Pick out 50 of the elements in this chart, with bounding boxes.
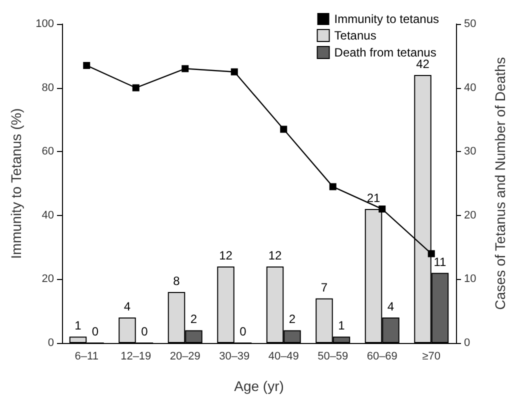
- data-label: 1: [338, 318, 346, 333]
- x-axis-title: Age (yr): [234, 378, 284, 394]
- x-tick-label: 50–59: [318, 350, 348, 362]
- data-label: 2: [190, 312, 198, 326]
- point: [83, 62, 90, 69]
- y-tick-label: 100: [36, 18, 54, 30]
- y-tick-label: 20: [42, 273, 54, 286]
- x-tick-label: 6–11: [74, 350, 98, 362]
- point: [428, 250, 435, 258]
- data-label: 0: [92, 324, 99, 338]
- y-tick-label: 0: [48, 337, 54, 349]
- y2-tick-label: 10: [464, 273, 476, 286]
- data-label: 12: [219, 248, 233, 262]
- y2-axis-title: Cases of Tetanus and Number of Deaths: [492, 57, 508, 310]
- point: [378, 206, 386, 213]
- data-label: 42: [416, 57, 430, 72]
- y-tick-label: 40: [42, 209, 54, 222]
- y-tick-label: 60: [42, 146, 54, 158]
- y-axis-title: Immunity to Tetanus (%): [8, 108, 24, 259]
- data-label: 7: [320, 280, 328, 294]
- y2-tick-label: 20: [464, 209, 476, 222]
- data-label: 0: [240, 324, 247, 338]
- data-label: 8: [173, 274, 180, 288]
- x-tick-label: 20–29: [170, 350, 200, 362]
- data-label: 12: [268, 248, 282, 262]
- data-label: 11: [434, 254, 447, 269]
- point: [132, 84, 140, 92]
- y2-tick-label: 30: [464, 146, 476, 158]
- point: [329, 183, 336, 190]
- x-tick-label: 60–69: [366, 350, 398, 362]
- point: [182, 65, 189, 72]
- data-label: 0: [141, 324, 148, 338]
- data-label: 1: [74, 318, 82, 333]
- x-tick-label: 30–39: [219, 350, 250, 362]
- data-label: 4: [124, 299, 131, 314]
- data-label: 4: [387, 299, 394, 314]
- y2-tick-label: 40: [464, 82, 476, 94]
- legend-label: Death from tetanus: [334, 46, 436, 60]
- x-tick-label: 12–19: [120, 350, 152, 362]
- x-tick-label: ≥70: [422, 350, 441, 362]
- data-label: 21: [366, 191, 380, 206]
- point: [280, 126, 288, 133]
- y2-tick-label: 0: [464, 337, 470, 349]
- point: [230, 68, 238, 76]
- legend-label: Tetanus: [334, 28, 376, 42]
- legend-label: Immunity to tetanus: [334, 12, 440, 26]
- y2-tick-label: 50: [464, 18, 476, 30]
- y-tick-label: 80: [42, 82, 54, 94]
- data-label: 2: [288, 312, 296, 326]
- x-tick-label: 40–49: [268, 350, 299, 362]
